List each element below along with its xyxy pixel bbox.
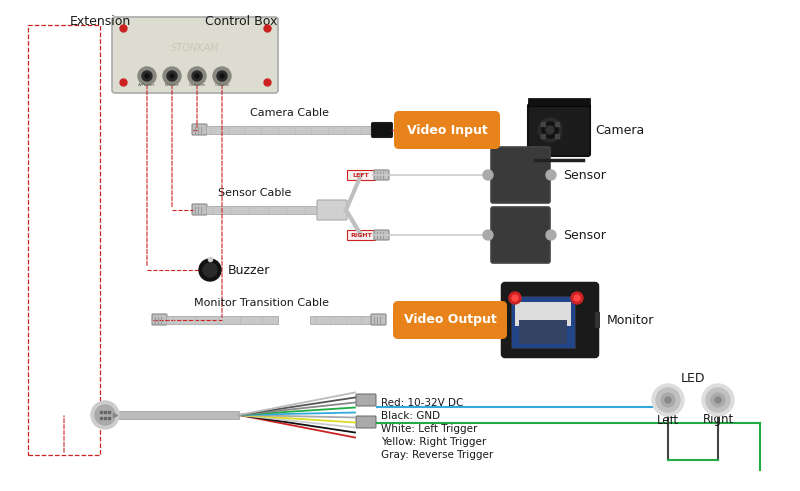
Bar bbox=[206, 206, 318, 214]
FancyBboxPatch shape bbox=[371, 314, 386, 325]
FancyBboxPatch shape bbox=[374, 230, 389, 240]
Circle shape bbox=[199, 259, 221, 281]
FancyBboxPatch shape bbox=[112, 17, 278, 93]
Text: Camera: Camera bbox=[595, 124, 644, 136]
FancyBboxPatch shape bbox=[347, 170, 375, 180]
Circle shape bbox=[542, 122, 558, 138]
Bar bbox=[206, 126, 373, 134]
Circle shape bbox=[702, 384, 734, 416]
Circle shape bbox=[145, 74, 149, 78]
Circle shape bbox=[170, 74, 174, 78]
Circle shape bbox=[665, 397, 671, 403]
Text: Control Box: Control Box bbox=[205, 15, 278, 28]
Text: Monitor Transition Cable: Monitor Transition Cable bbox=[194, 298, 330, 308]
Circle shape bbox=[138, 67, 156, 85]
Circle shape bbox=[711, 393, 725, 407]
FancyBboxPatch shape bbox=[528, 104, 590, 156]
Circle shape bbox=[220, 74, 224, 78]
FancyBboxPatch shape bbox=[152, 314, 167, 325]
Bar bbox=[310, 316, 372, 324]
FancyBboxPatch shape bbox=[371, 122, 393, 137]
Text: Red: 10-32V DC: Red: 10-32V DC bbox=[381, 398, 463, 408]
Text: A.Power: A.Power bbox=[138, 83, 156, 87]
Circle shape bbox=[571, 292, 583, 304]
Circle shape bbox=[188, 67, 206, 85]
Text: Buzzer: Buzzer bbox=[165, 83, 179, 87]
Text: Camera: Camera bbox=[189, 83, 206, 87]
Bar bbox=[528, 98, 590, 106]
Bar bbox=[119, 411, 239, 419]
FancyBboxPatch shape bbox=[491, 147, 550, 203]
Circle shape bbox=[715, 397, 721, 403]
Circle shape bbox=[512, 295, 518, 301]
Circle shape bbox=[203, 263, 217, 277]
Text: Left: Left bbox=[657, 413, 679, 427]
Text: Sensor: Sensor bbox=[563, 168, 606, 182]
Circle shape bbox=[574, 295, 580, 301]
Circle shape bbox=[661, 393, 675, 407]
Text: Sensor Cable: Sensor Cable bbox=[218, 188, 292, 198]
Circle shape bbox=[546, 170, 556, 180]
Text: Black: GND: Black: GND bbox=[381, 411, 440, 421]
FancyBboxPatch shape bbox=[347, 230, 375, 240]
Text: RIGHT: RIGHT bbox=[350, 233, 372, 238]
Text: Monitor: Monitor bbox=[607, 313, 654, 327]
Circle shape bbox=[546, 230, 556, 240]
Circle shape bbox=[483, 170, 493, 180]
Circle shape bbox=[195, 74, 199, 78]
Bar bbox=[511, 296, 575, 348]
Text: Sensor: Sensor bbox=[563, 228, 606, 242]
Circle shape bbox=[656, 388, 680, 412]
Circle shape bbox=[217, 71, 227, 81]
Text: Gray: Reverse Trigger: Gray: Reverse Trigger bbox=[381, 450, 494, 460]
Text: Yellow: Right Trigger: Yellow: Right Trigger bbox=[381, 437, 486, 447]
Circle shape bbox=[546, 126, 554, 134]
Text: STONKAM: STONKAM bbox=[170, 43, 219, 53]
Circle shape bbox=[509, 292, 521, 304]
Text: LED: LED bbox=[681, 372, 706, 384]
Circle shape bbox=[652, 384, 684, 416]
Circle shape bbox=[167, 71, 177, 81]
Bar bbox=[28, 25, 100, 455]
FancyBboxPatch shape bbox=[356, 394, 376, 406]
Bar bbox=[166, 316, 278, 324]
Bar bbox=[595, 312, 600, 328]
Text: Buzzer: Buzzer bbox=[228, 264, 270, 276]
Circle shape bbox=[91, 401, 119, 429]
FancyBboxPatch shape bbox=[393, 301, 507, 339]
Text: Video Output: Video Output bbox=[404, 313, 496, 327]
FancyBboxPatch shape bbox=[192, 124, 207, 135]
Text: Video Input: Video Input bbox=[406, 124, 487, 136]
Circle shape bbox=[706, 388, 730, 412]
FancyBboxPatch shape bbox=[192, 204, 207, 215]
Circle shape bbox=[163, 67, 181, 85]
FancyBboxPatch shape bbox=[317, 200, 347, 220]
FancyBboxPatch shape bbox=[502, 283, 598, 357]
FancyBboxPatch shape bbox=[491, 207, 550, 263]
Text: Extension: Extension bbox=[70, 15, 131, 28]
Circle shape bbox=[483, 230, 493, 240]
Text: White: Left Trigger: White: Left Trigger bbox=[381, 424, 478, 434]
Text: Camera Cable: Camera Cable bbox=[250, 108, 329, 118]
Text: Right: Right bbox=[702, 413, 734, 427]
Text: Output: Output bbox=[214, 83, 230, 87]
Circle shape bbox=[95, 405, 115, 425]
Bar bbox=[519, 320, 567, 344]
FancyBboxPatch shape bbox=[394, 111, 500, 149]
FancyBboxPatch shape bbox=[356, 416, 376, 428]
Circle shape bbox=[538, 118, 562, 142]
Circle shape bbox=[192, 71, 202, 81]
Circle shape bbox=[142, 71, 152, 81]
Text: LEFT: LEFT bbox=[353, 172, 370, 178]
Circle shape bbox=[213, 67, 231, 85]
Bar bbox=[515, 302, 571, 326]
FancyBboxPatch shape bbox=[374, 170, 389, 180]
